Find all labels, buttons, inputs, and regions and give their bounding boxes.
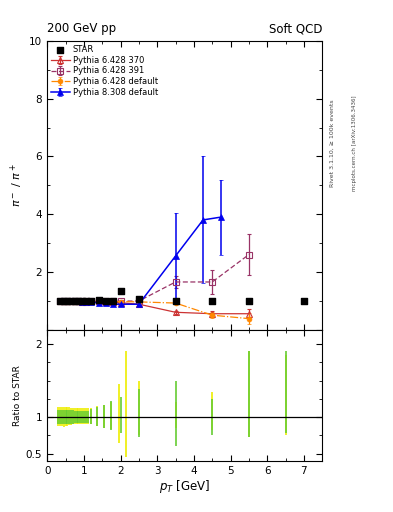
STAR <box>110 296 116 305</box>
Y-axis label: Ratio to STAR: Ratio to STAR <box>13 365 22 425</box>
STAR <box>75 297 81 306</box>
STAR <box>68 296 74 305</box>
STAR <box>118 287 124 295</box>
Text: Rivet 3.1.10, ≥ 100k events: Rivet 3.1.10, ≥ 100k events <box>330 99 335 187</box>
STAR <box>57 296 63 305</box>
STAR <box>301 296 307 305</box>
STAR <box>61 296 67 305</box>
Text: mcplots.cern.ch [arXiv:1306.3436]: mcplots.cern.ch [arXiv:1306.3436] <box>352 96 357 191</box>
STAR <box>79 297 85 306</box>
Text: Soft QCD: Soft QCD <box>269 22 322 35</box>
STAR <box>136 295 142 304</box>
Text: 200 GeV pp: 200 GeV pp <box>47 22 116 35</box>
Y-axis label: $\pi^-$ / $\pi^+$: $\pi^-$ / $\pi^+$ <box>9 163 25 207</box>
STAR <box>88 296 94 305</box>
STAR <box>95 296 102 304</box>
STAR <box>83 296 89 305</box>
X-axis label: $p_T$ [GeV]: $p_T$ [GeV] <box>159 478 210 496</box>
STAR <box>103 296 109 305</box>
STAR <box>209 296 215 305</box>
STAR <box>246 296 252 305</box>
STAR <box>173 296 179 305</box>
Legend: STAR, Pythia 6.428 370, Pythia 6.428 391, Pythia 6.428 default, Pythia 8.308 def: STAR, Pythia 6.428 370, Pythia 6.428 391… <box>50 44 160 98</box>
STAR <box>64 296 70 305</box>
STAR <box>72 297 78 306</box>
